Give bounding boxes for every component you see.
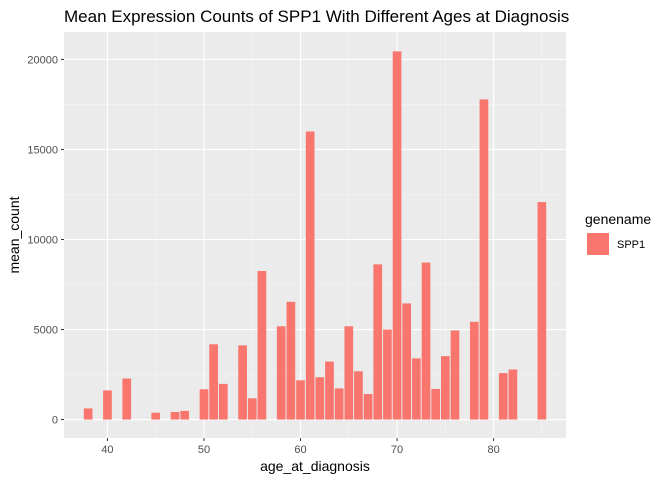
bar <box>257 271 267 420</box>
bar <box>103 390 112 420</box>
x-axis: 40 50 60 70 80 <box>101 438 500 456</box>
bar <box>421 262 431 420</box>
y-tick-label: 5000 <box>34 325 58 337</box>
bar <box>325 361 334 420</box>
x-tick-label: 80 <box>487 444 499 456</box>
bar <box>218 383 228 420</box>
x-tick-label: 70 <box>391 444 403 456</box>
y-tick-label: 0 <box>52 415 58 427</box>
bar <box>479 99 489 420</box>
y-tick-label: 20000 <box>27 54 58 66</box>
bar <box>363 393 373 420</box>
bar <box>383 329 392 420</box>
chart-title: Mean Expression Counts of SPP1 With Diff… <box>64 7 569 26</box>
bar <box>209 344 218 420</box>
y-tick-label: 15000 <box>27 144 58 156</box>
bar-series <box>83 51 547 420</box>
x-tick-label: 60 <box>294 444 306 456</box>
bar <box>431 388 441 420</box>
bar <box>296 380 305 420</box>
bar <box>276 326 286 420</box>
bar <box>151 412 161 420</box>
legend: genename SPP1 <box>585 211 651 255</box>
x-tick-label: 50 <box>198 444 210 456</box>
y-tick-label: 10000 <box>27 235 58 247</box>
bar <box>498 373 508 420</box>
bar <box>537 202 547 420</box>
bar <box>354 371 363 420</box>
bar <box>334 388 344 420</box>
bar <box>508 369 518 420</box>
bar <box>305 131 315 420</box>
bar <box>83 408 93 420</box>
bar <box>402 303 412 420</box>
legend-key-spp1 <box>587 233 609 255</box>
bar <box>373 264 383 420</box>
x-tick-label: 40 <box>101 444 113 456</box>
plot-panel <box>64 32 566 438</box>
bar <box>247 398 257 420</box>
y-axis: 0 5000 10000 15000 20000 <box>27 54 64 427</box>
bar <box>412 358 421 420</box>
bar <box>392 51 402 420</box>
legend-label-spp1: SPP1 <box>617 239 645 251</box>
bar <box>122 378 132 420</box>
bar <box>286 301 296 420</box>
bar <box>180 410 190 420</box>
bar <box>315 377 325 420</box>
bar <box>238 345 247 420</box>
legend-title: genename <box>585 211 651 227</box>
bar <box>199 389 209 420</box>
bar <box>170 411 180 420</box>
bar <box>344 326 354 420</box>
x-axis-title: age_at_diagnosis <box>260 458 370 474</box>
bar <box>440 356 450 420</box>
bar <box>450 330 460 420</box>
bar <box>469 321 479 420</box>
y-axis-title: mean_count <box>6 196 22 273</box>
